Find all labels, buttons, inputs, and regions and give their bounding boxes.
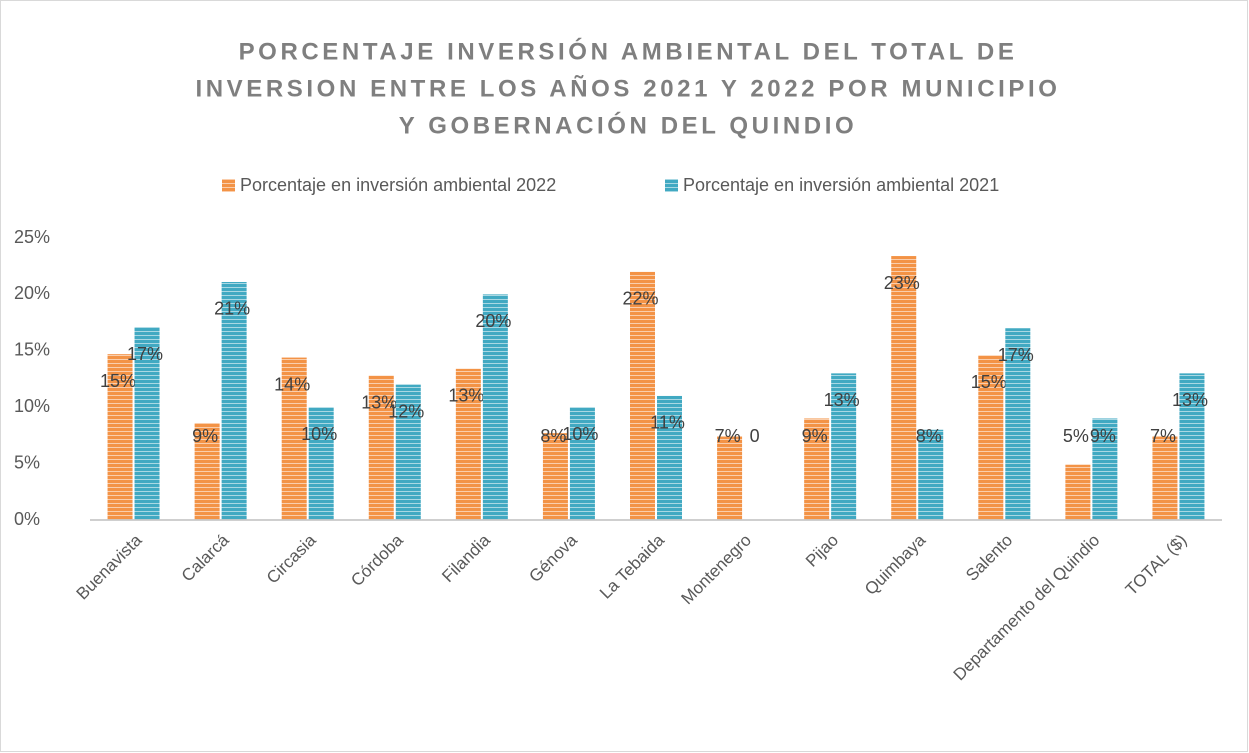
data-label: 11% — [650, 413, 685, 433]
y-tick-label: 5% — [14, 452, 40, 472]
y-tick-label: 25% — [14, 227, 50, 247]
data-label: 15% — [971, 372, 1007, 392]
data-label: 22% — [622, 289, 658, 309]
bar — [569, 407, 595, 520]
bar — [891, 256, 917, 520]
bar — [368, 375, 394, 520]
data-label: 15% — [100, 371, 136, 391]
bar — [630, 271, 655, 520]
chart-title: Y GOBERNACIÓN DEL QUINDIO — [399, 111, 857, 139]
data-label: 21% — [214, 299, 250, 319]
data-label: 9% — [1090, 426, 1116, 446]
data-label: 10% — [562, 424, 598, 444]
data-label: 8% — [916, 426, 942, 446]
bar — [1179, 373, 1205, 520]
data-label: 9% — [192, 426, 218, 446]
data-label: 14% — [274, 374, 310, 394]
data-label: 7% — [1150, 426, 1176, 446]
chart-title: PORCENTAJE INVERSIÓN AMBIENTAL DEL TOTAL… — [239, 37, 1018, 65]
data-label: 10% — [301, 424, 337, 444]
bar — [107, 354, 133, 520]
bar — [1005, 328, 1031, 520]
data-label: 8% — [540, 426, 566, 446]
data-label: 20% — [475, 311, 511, 331]
data-label: 0 — [750, 426, 760, 446]
bar — [482, 294, 508, 520]
bar — [918, 429, 944, 520]
data-label: 13% — [448, 386, 484, 406]
data-label: 13% — [361, 392, 397, 412]
data-label: 5% — [1063, 426, 1089, 446]
chart-title: INVERSION ENTRE LOS AÑOS 2021 Y 2022 POR… — [195, 74, 1060, 102]
legend-swatch — [222, 179, 235, 192]
bar — [281, 357, 307, 520]
bar — [1152, 436, 1178, 520]
bar — [395, 384, 421, 520]
bar — [455, 368, 481, 520]
y-tick-label: 15% — [14, 340, 50, 360]
bar — [831, 373, 857, 520]
data-label: 9% — [802, 426, 828, 446]
y-tick-label: 10% — [14, 396, 50, 416]
y-tick-label: 0% — [14, 509, 40, 529]
legend-swatch — [665, 179, 678, 192]
bar — [308, 407, 334, 520]
data-label: 13% — [1172, 390, 1208, 410]
bar — [194, 422, 220, 520]
legend-label: Porcentaje en inversión ambiental 2021 — [683, 175, 999, 195]
data-label: 17% — [127, 344, 163, 364]
legend-label: Porcentaje en inversión ambiental 2022 — [240, 175, 556, 195]
data-label: 7% — [715, 426, 741, 446]
bar — [978, 355, 1004, 520]
bar — [657, 395, 682, 520]
bar — [1092, 418, 1118, 520]
y-tick-label: 20% — [14, 283, 50, 303]
bar — [542, 433, 568, 520]
bar — [804, 418, 830, 520]
bar — [1065, 464, 1091, 520]
data-label: 12% — [388, 401, 424, 421]
data-label: 17% — [998, 345, 1034, 365]
data-label: 13% — [824, 390, 860, 410]
bar — [221, 281, 247, 520]
bar — [134, 327, 160, 520]
data-label: 23% — [884, 273, 920, 293]
bar — [717, 436, 743, 520]
